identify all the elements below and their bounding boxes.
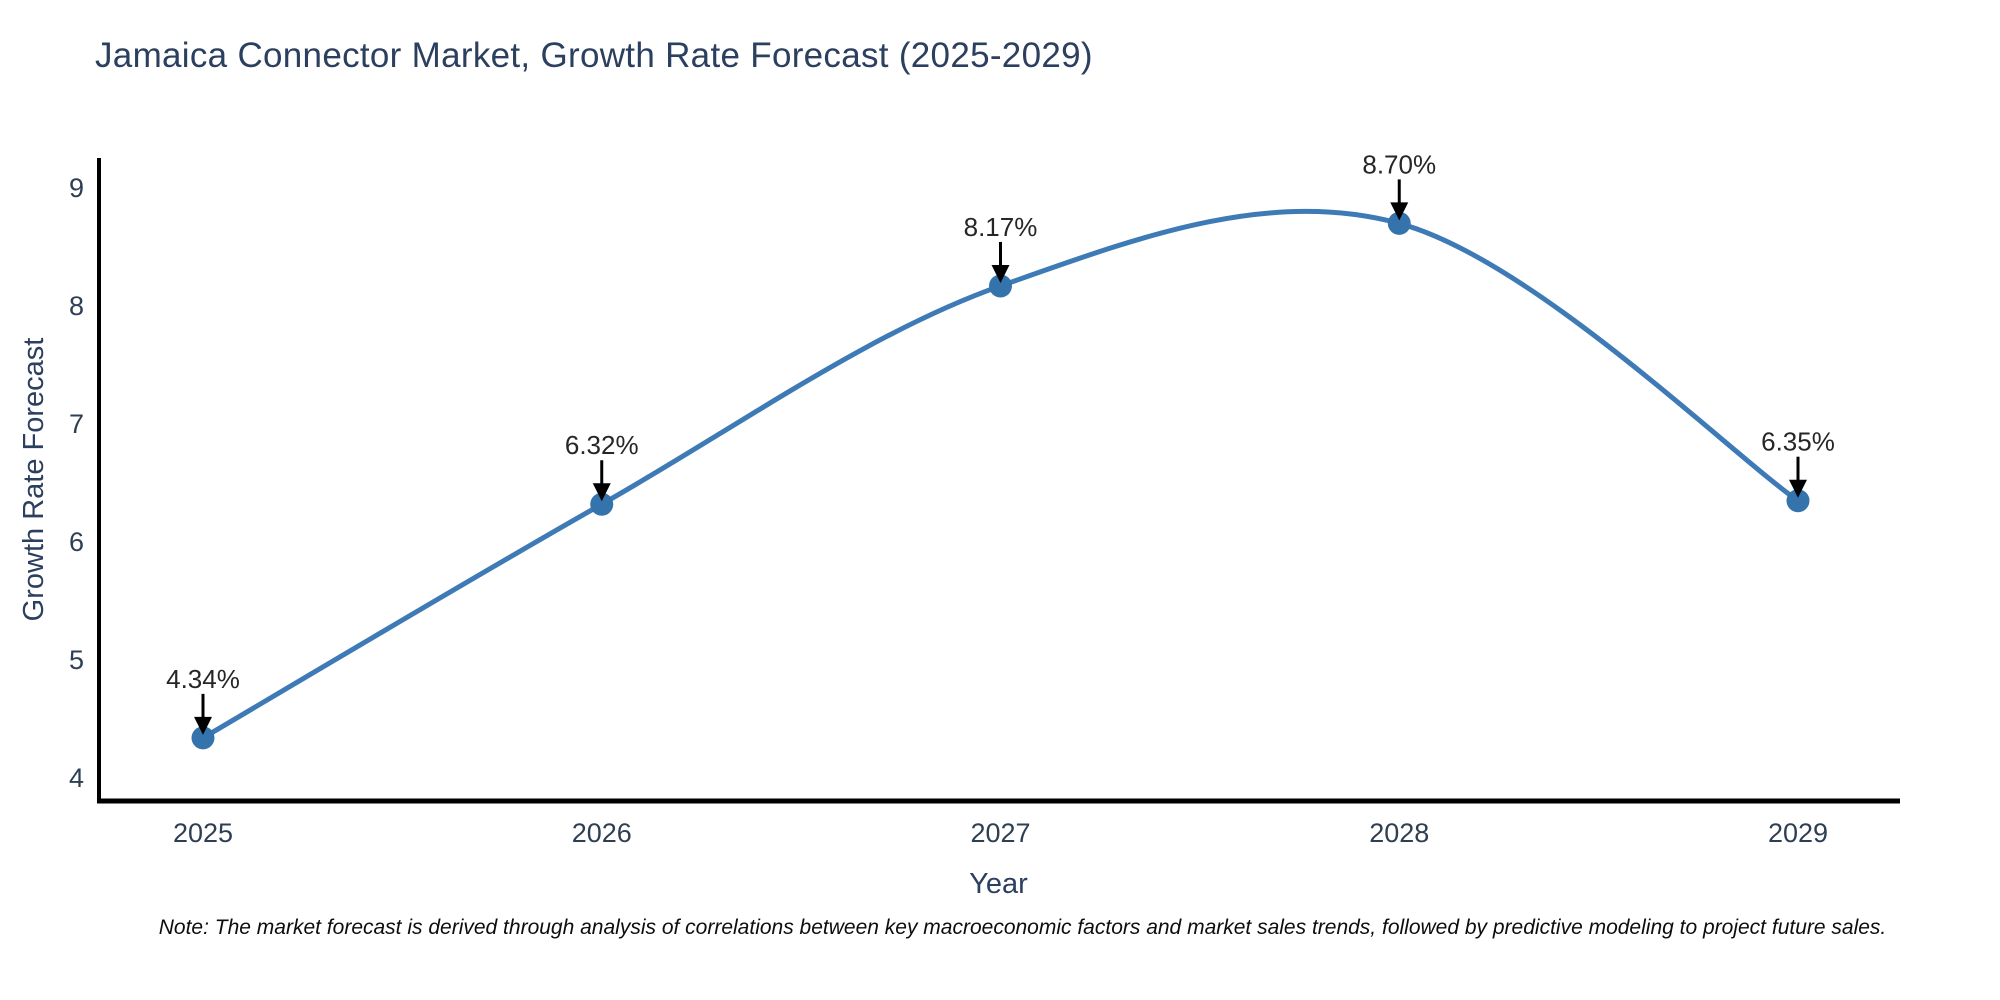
y-tick-label: 4	[69, 763, 84, 793]
annotation-label-2026: 6.32%	[565, 430, 639, 460]
data-point-2027	[989, 274, 1012, 298]
y-tick-label: 6	[69, 527, 84, 557]
annotation-label-2029: 6.35%	[1761, 427, 1835, 457]
annotation-label-2028: 8.70%	[1362, 149, 1436, 179]
annotation-arrow-head	[1390, 202, 1409, 221]
x-tick-label: 2027	[970, 818, 1030, 848]
x-axis-title: Year	[969, 868, 1028, 900]
annotation-arrow-head	[194, 716, 212, 735]
annotation-arrow-head	[1789, 479, 1807, 498]
annotation-label-2025: 4.34%	[166, 664, 240, 694]
footnote: Note: The market forecast is derived thr…	[158, 916, 1887, 939]
y-tick-label: 8	[69, 291, 84, 321]
y-tick-label: 5	[69, 645, 84, 675]
x-tick-label: 2025	[173, 818, 233, 848]
annotation-arrow-head	[592, 483, 611, 502]
y-axis-title: Growth Rate Forecast	[18, 338, 50, 622]
x-tick-label: 2026	[572, 818, 632, 848]
chart-title: Jamaica Connector Market, Growth Rate Fo…	[95, 36, 1093, 75]
x-tick-label: 2029	[1768, 818, 1828, 848]
y-tick-label: 9	[69, 173, 84, 203]
data-point-2029	[1786, 489, 1810, 513]
data-point-2026	[590, 492, 614, 516]
data-point-2025	[191, 726, 215, 750]
x-tick-label: 2028	[1369, 818, 1429, 848]
data-point-2028	[1387, 211, 1411, 235]
y-tick-label: 7	[69, 409, 84, 439]
annotation-label-2027: 8.17%	[964, 212, 1038, 242]
annotation-arrow-head	[991, 264, 1010, 283]
